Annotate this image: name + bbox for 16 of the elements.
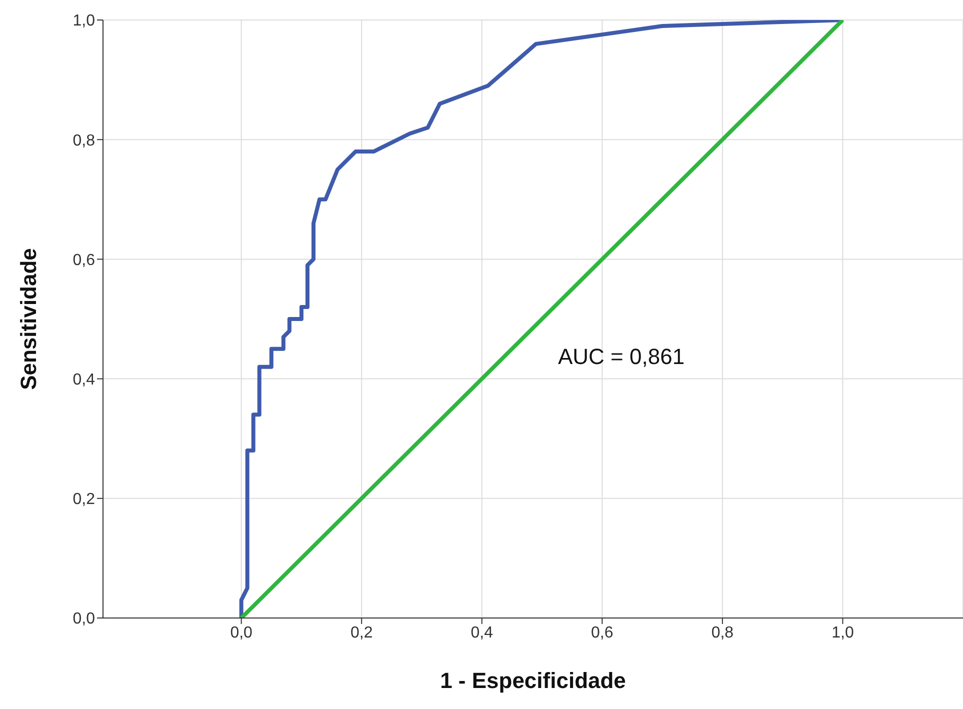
y-tick-label: 0,0 [72,610,96,628]
y-tick-label: 0,6 [72,252,96,269]
y-axis-title: Sensitividade [16,248,41,390]
x-tick-label: 0,6 [591,624,614,642]
line-series [239,20,845,618]
x-tick-label: 0,8 [711,624,734,642]
x-tick-label: 1,0 [832,624,854,642]
x-tick-label: 0,2 [350,624,373,642]
y-tick-label: 1,0 [72,12,96,30]
y-tick-label: 0,2 [72,491,96,508]
y-tick-label: 0,8 [72,132,96,150]
x-tick-label: 0,4 [470,624,494,642]
annotation: AUC = 0,861 [558,344,685,370]
y-tick-label: 0,4 [72,371,96,388]
x-axis-title: 1 - Especificidade [440,668,626,693]
x-tick-label: 0,0 [230,624,253,642]
